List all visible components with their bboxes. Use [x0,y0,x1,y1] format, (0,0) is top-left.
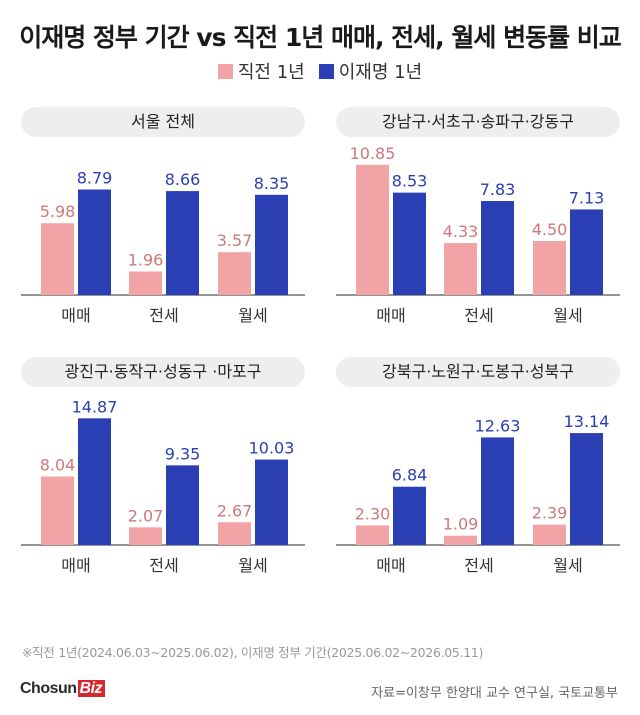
value-label: 2.39 [532,504,568,523]
bar-current [481,201,514,295]
value-label: 5.98 [40,202,76,221]
category-label: 전세 [149,556,178,575]
chart-title: 이재명 정부 기간 vs 직전 1년 매매, 전세, 월세 변동률 비교 [19,23,622,52]
value-label: 13.14 [564,412,610,431]
value-label: 3.57 [217,231,253,250]
value-label: 2.30 [355,504,391,523]
value-label: 12.63 [475,416,521,435]
footnote: ※직전 1년(2024.06.03~2025.06.02), 이재명 정부 기간… [22,645,484,660]
legend-swatch-current [318,63,334,79]
bar-chart: 2.306.84 매매 1.09 12.63 전세 2.39 13.14 월세 [336,412,620,575]
category-label: 매매 [376,306,405,325]
category-label: 매매 [61,306,90,325]
legend-swatch-prev [217,63,233,79]
bar-current [393,486,426,545]
category-label: 월세 [238,556,267,575]
panel-title: 강남구·서초구·송파구·강동구 [336,107,620,137]
value-label: 6.84 [392,466,428,485]
bar-current [78,418,111,545]
value-label: 8.35 [254,174,290,193]
bar-chart: 8.04 14.87 매매 2.07 9.35 전세 2.67 10.03 월세 [21,397,305,575]
value-label: 1.09 [443,515,479,534]
bar-current [255,194,288,295]
legend-label-prev: 직전 1년 [237,62,305,83]
bar-current [570,433,603,545]
bar-prev [356,164,389,295]
category-label: 전세 [464,306,493,325]
bar-prev [444,535,477,545]
panel-nodogang: 강북구·노원구·도봉구·성북구 2.30 6.84 매매 1.09 12.63 전세 2.3… [336,357,620,585]
category-label: 월세 [238,306,267,325]
bar-prev [41,476,74,545]
value-label: 8.79 [77,169,113,188]
logo-text-chosun: Chosun [20,680,77,697]
value-label: 14.87 [72,397,118,416]
bar-prev [533,524,566,545]
panel-seoul-total: 서울 전체 5.98 8.79 매매 1.96 8.66 전세 3.57 8.35 월세 [21,107,305,335]
panel-gangnam: 강남구·서초구·송파구·강동구 10.85 8.53 매매 4.33 7.83 전세 4.5… [336,107,620,335]
value-label: 9.35 [165,444,201,463]
source-credit: 자료=이창무 한양대 교수 연구실, 국토교통부 [371,686,618,701]
bar-prev [218,522,251,545]
bar-prev [533,241,566,295]
bar-current [78,189,111,295]
bar-current [393,192,426,295]
bar-prev [218,252,251,295]
value-label: 7.13 [569,188,605,207]
panel-title: 서울 전체 [21,107,305,137]
category-label: 월세 [553,306,582,325]
chosunbiz-logo: Chosun Biz [20,680,106,698]
legend: 직전 1년 이재명 1년 [0,58,640,84]
panel-mayongseong: 광진구·동작구·성동구 ·마포구 8.04 14.87 매매 2.07 9.35 전세 2.… [21,357,305,585]
value-label: 7.83 [480,180,516,199]
value-label: 2.07 [128,506,164,525]
bar-current [166,191,199,295]
bar-prev [444,243,477,295]
logo-text-biz: Biz [77,680,106,697]
bar-current [166,465,199,545]
bar-prev [129,271,162,295]
legend-item-prev: 직전 1년 [217,58,305,84]
value-label: 4.50 [532,220,568,239]
value-label: 2.67 [217,501,253,520]
value-label: 4.33 [443,222,479,241]
bar-current [481,437,514,545]
category-label: 전세 [464,556,493,575]
legend-label-current: 이재명 1년 [338,62,423,83]
category-label: 매매 [61,556,90,575]
panel-title: 강북구·노원구·도봉구·성북구 [336,357,620,387]
value-label: 8.53 [392,172,428,191]
category-label: 전세 [149,306,178,325]
bar-chart: 10.85 8.53 매매 4.33 7.83 전세 4.507.13 월세 [336,144,620,325]
value-label: 8.66 [165,170,201,189]
bar-current [570,209,603,295]
bar-prev [356,525,389,545]
category-label: 매매 [376,556,405,575]
panel-title: 광진구·동작구·성동구 ·마포구 [21,357,305,387]
bar-current [255,459,288,545]
bar-chart: 5.988.79 매매 1.96 8.66 전세 3.57 8.35 월세 [21,169,305,325]
value-label: 10.03 [249,439,295,458]
value-label: 8.04 [40,456,76,475]
value-label: 1.96 [128,250,164,269]
category-label: 월세 [553,556,582,575]
legend-item-current: 이재명 1년 [318,58,423,84]
bar-prev [41,223,74,295]
value-label: 10.85 [350,144,396,163]
bar-prev [129,527,162,545]
